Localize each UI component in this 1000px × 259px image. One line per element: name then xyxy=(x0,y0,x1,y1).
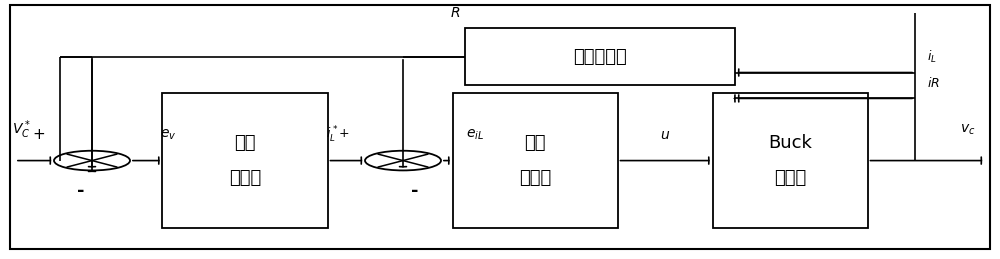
Text: 电流: 电流 xyxy=(524,134,546,152)
Text: $e_{iL}$: $e_{iL}$ xyxy=(466,127,484,142)
Text: $i_L$: $i_L$ xyxy=(927,49,937,65)
Text: $e_v$: $e_v$ xyxy=(160,127,176,142)
Bar xyxy=(452,93,618,228)
Text: 电压: 电压 xyxy=(234,134,256,152)
Text: $u$: $u$ xyxy=(660,128,670,142)
Text: 变换器: 变换器 xyxy=(774,169,806,187)
Text: $V_C^*$: $V_C^*$ xyxy=(12,118,31,141)
Text: $i_L^*$+: $i_L^*$+ xyxy=(326,125,350,145)
Bar xyxy=(712,93,868,228)
Text: 控制器: 控制器 xyxy=(519,169,551,187)
Text: +: + xyxy=(33,127,45,142)
Text: -: - xyxy=(77,182,84,200)
Text: $v_c$: $v_c$ xyxy=(960,122,975,137)
Text: $R$: $R$ xyxy=(450,6,460,20)
Bar xyxy=(162,93,328,228)
Text: 控制器: 控制器 xyxy=(229,169,261,187)
Text: $iR$: $iR$ xyxy=(927,76,940,90)
Text: Buck: Buck xyxy=(768,134,812,152)
Text: 负载观测器: 负载观测器 xyxy=(573,48,627,66)
Bar xyxy=(465,28,735,85)
Circle shape xyxy=(54,151,130,170)
Text: -: - xyxy=(411,182,418,200)
Circle shape xyxy=(365,151,441,170)
